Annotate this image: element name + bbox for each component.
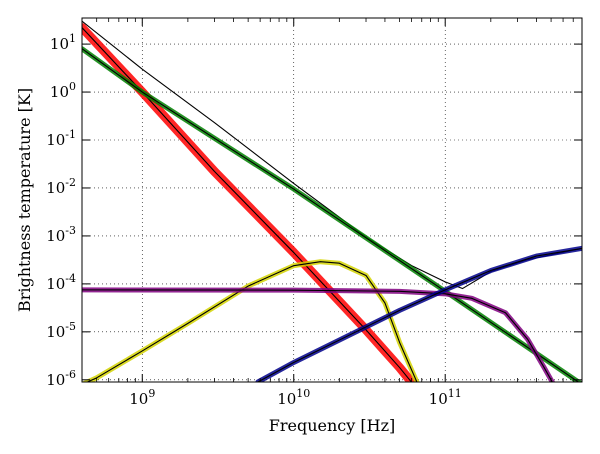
series-4-line (86, 261, 418, 382)
series-4 (82, 259, 420, 382)
series-3-line (82, 48, 580, 382)
series-5-line (82, 289, 553, 382)
series-group (82, 20, 582, 382)
y-tick-label: 10-6 (46, 368, 76, 389)
x-tick-label: 1011 (429, 387, 462, 408)
y-axis-title: Brightness temperature [K] (15, 88, 34, 312)
y-tick-label: 10-4 (46, 272, 76, 293)
plot-background (82, 18, 582, 382)
y-tick-label: 100 (50, 80, 76, 101)
x-tick-label: 1010 (277, 387, 310, 408)
plot-frame (81, 17, 583, 383)
y-tick-label: 10-3 (46, 224, 76, 245)
x-axis-title: Frequency [Hz] (269, 416, 396, 435)
series-5 (82, 287, 556, 382)
x-tick-label: 109 (129, 387, 155, 408)
y-tick-label: 10-5 (46, 320, 76, 341)
ticks: 109 1010 1011 10-6 10-5 10-4 10-3 10-2 10-1 100 10… (46, 18, 583, 408)
y-tick-label: 10-2 (46, 176, 76, 197)
y-tick-label: 101 (50, 32, 76, 53)
y-tick-label: 10-1 (46, 128, 76, 149)
series-6 (255, 245, 582, 382)
series-3 (82, 46, 582, 382)
grid (82, 18, 582, 382)
series-6-line (257, 247, 582, 382)
